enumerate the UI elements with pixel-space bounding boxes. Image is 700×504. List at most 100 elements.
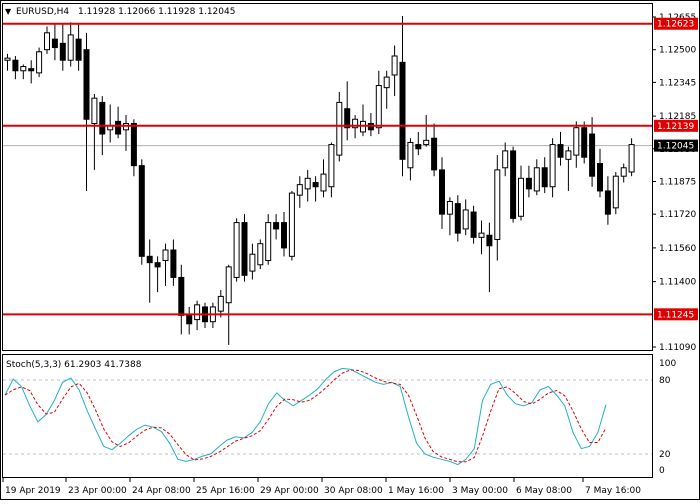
candle-bull-body <box>478 232 485 238</box>
candle-bull-body <box>446 201 453 215</box>
svg-text:1.12139: 1.12139 <box>657 122 694 132</box>
candle-bull-body <box>217 295 224 312</box>
time-tick-label: 3 May 00:00 <box>452 486 508 496</box>
candle-bear-body <box>12 59 19 72</box>
candle-bull-body <box>383 76 390 89</box>
price-tick-label: 1.12500 <box>659 46 696 56</box>
candle-bear-body <box>273 222 280 230</box>
candle-bull-body <box>304 177 311 190</box>
candle-bear-body <box>170 249 177 278</box>
candle-bull-body <box>44 32 50 51</box>
candle-bear-body <box>51 38 58 49</box>
time-tick-label: 23 Apr 00:00 <box>68 486 127 496</box>
time-tick-label: 29 Apr 00:00 <box>260 486 319 496</box>
candle-bull-body <box>328 144 335 188</box>
candle-bull-body <box>352 118 359 129</box>
candle-bull-body <box>518 177 524 217</box>
candle-bull-body <box>249 253 256 272</box>
candle-bull-body <box>565 150 572 160</box>
price-tick-label: 1.12185 <box>659 112 696 122</box>
candle-bear-body <box>312 182 319 188</box>
candle-bear-body <box>431 137 438 171</box>
candle-bear-body <box>115 120 122 135</box>
candle-bear-body <box>541 167 548 188</box>
level-label-bottom: 1.11245 <box>654 308 698 321</box>
candle-bull-body <box>162 249 169 262</box>
candle-bear-body <box>146 255 153 264</box>
candle-bull-body <box>620 167 627 177</box>
candle-bull-body <box>265 222 272 262</box>
price-tick-label: 1.11875 <box>659 177 696 187</box>
time-tick-label: 19 Apr 2019 <box>5 486 61 496</box>
candle-bear-body <box>138 165 145 257</box>
candle-bull-body <box>407 141 414 169</box>
time-tick-label: 6 May 08:00 <box>516 486 572 496</box>
stochastic-pane[interactable] <box>2 354 653 478</box>
stochastic-main-line <box>4 367 607 466</box>
time-tick-label: 25 Apr 16:00 <box>196 486 255 496</box>
candle-bull-body <box>462 209 469 230</box>
candle-bear-body <box>281 222 287 249</box>
price-tick-label: 1.11400 <box>659 278 696 288</box>
candlestick-series <box>4 15 635 345</box>
candle-bear-body <box>186 314 193 325</box>
price-tick-label: 1.11720 <box>659 210 696 220</box>
time-tick-label: 1 May 16:00 <box>388 486 444 496</box>
candle-bull-body <box>336 101 343 156</box>
candle-bull-body <box>233 222 240 278</box>
candle-bear-body <box>597 163 603 192</box>
candle-bull-body <box>296 184 303 196</box>
candle-bull-body <box>549 144 556 188</box>
ohlc-values: 1.11928 1.12066 1.11928 1.12045 <box>78 7 235 17</box>
candle-bear-body <box>178 276 185 316</box>
candle-bull-body <box>612 175 619 209</box>
time-axis: 19 Apr 2019 23 Apr 00:00 24 Apr 08:00 25 Ap… <box>2 478 641 496</box>
time-tick-label: 24 Apr 08:00 <box>132 486 191 496</box>
candle-bear-body <box>510 150 517 219</box>
candle-bear-body <box>525 177 532 190</box>
symbol-timeframe: EURUSD,H4 <box>16 7 69 17</box>
header-arrow-icon[interactable]: ▼ <box>5 7 12 16</box>
candle-bull-body <box>391 55 398 76</box>
candle-bear-body <box>604 190 611 215</box>
svg-text:1.12045: 1.12045 <box>657 142 694 152</box>
candle-bull-body <box>194 304 201 321</box>
candle-bull-body <box>36 51 43 74</box>
stoch-tick-label: 0 <box>659 466 665 476</box>
candle-bear-body <box>557 144 564 158</box>
price-tick-label: 1.12345 <box>659 78 696 88</box>
candle-bull-body <box>225 266 232 304</box>
time-tick-label: 7 May 16:00 <box>585 486 641 496</box>
candle-bull-body <box>628 144 635 173</box>
candle-bear-body <box>83 49 90 120</box>
candle-bear-body <box>241 222 248 276</box>
candle-bull-body <box>423 139 430 146</box>
current-price-label: 1.12045 <box>654 139 698 152</box>
candle-bear-body <box>99 101 106 135</box>
candle-bull-body <box>288 192 295 257</box>
candle-bull-body <box>573 127 580 156</box>
price-pane[interactable] <box>2 3 653 351</box>
candle-bear-body <box>399 61 406 160</box>
candle-bear-body <box>454 203 461 234</box>
candle-bull-body <box>494 169 501 240</box>
price-tick-label: 1.11560 <box>659 244 696 254</box>
candle-bear-body <box>486 234 493 247</box>
candle-bear-body <box>439 169 445 215</box>
stoch-tick-label: 100 <box>659 359 676 369</box>
candle-bull-body <box>4 57 11 61</box>
level-label-top: 1.12623 <box>654 17 698 30</box>
stoch-tick-label: 20 <box>659 450 671 460</box>
candle-bear-body <box>130 122 137 167</box>
candle-bull-body <box>20 66 27 72</box>
candle-bear-body <box>415 144 422 150</box>
stochastic-axis: 100 80 20 0 <box>659 359 676 476</box>
candle-bear-body <box>75 38 82 61</box>
svg-text:1.11245: 1.11245 <box>657 310 694 320</box>
candle-bear-body <box>470 211 477 238</box>
stochastic-label: Stoch(5,3,3) 61.2903 41.7388 <box>6 360 142 370</box>
svg-text:1.12623: 1.12623 <box>657 20 694 30</box>
